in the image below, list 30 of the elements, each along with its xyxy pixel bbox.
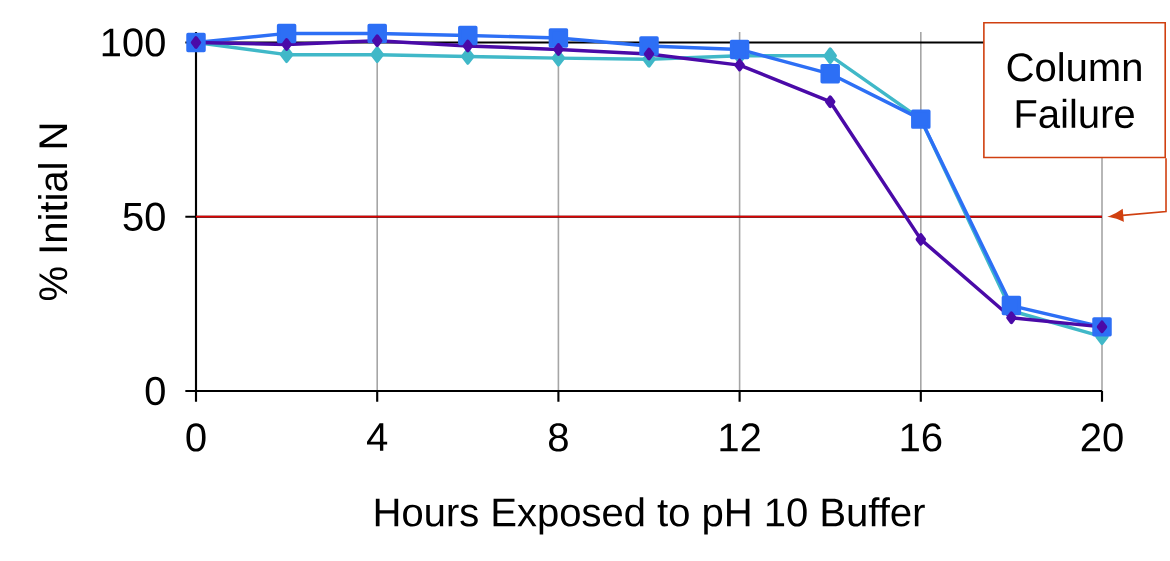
point — [1001, 295, 1022, 316]
x-axis-title: Hours Exposed to pH 10 Buffer — [375, 497, 925, 535]
point — [915, 232, 927, 246]
x-tick-label: 12 — [720, 423, 760, 452]
point — [553, 43, 564, 56]
y-tick-label: 50 — [123, 202, 165, 231]
y-axis-title: % Initial N — [38, 124, 68, 301]
point — [279, 46, 294, 64]
point — [458, 25, 478, 46]
point — [820, 64, 840, 84]
point — [276, 23, 297, 44]
x-tick-label: 8 — [549, 423, 568, 452]
point — [1006, 311, 1017, 325]
x-tick-label: 16 — [901, 423, 942, 452]
point — [548, 28, 569, 48]
ref-line-label: Column Failure — [1007, 52, 1141, 129]
y-tick-label: 0 — [145, 376, 165, 406]
x-tick-label: 20 — [1081, 423, 1123, 452]
point — [370, 46, 384, 64]
y-tick-label: 100 — [102, 28, 165, 57]
point — [729, 39, 750, 60]
x-tick-label: 4 — [367, 423, 388, 451]
x-tick-label: 0 — [186, 423, 206, 452]
point — [824, 95, 836, 109]
point — [823, 47, 837, 65]
point — [281, 38, 292, 51]
point — [462, 39, 474, 53]
point — [734, 58, 745, 72]
point — [643, 47, 655, 61]
point — [371, 34, 383, 48]
